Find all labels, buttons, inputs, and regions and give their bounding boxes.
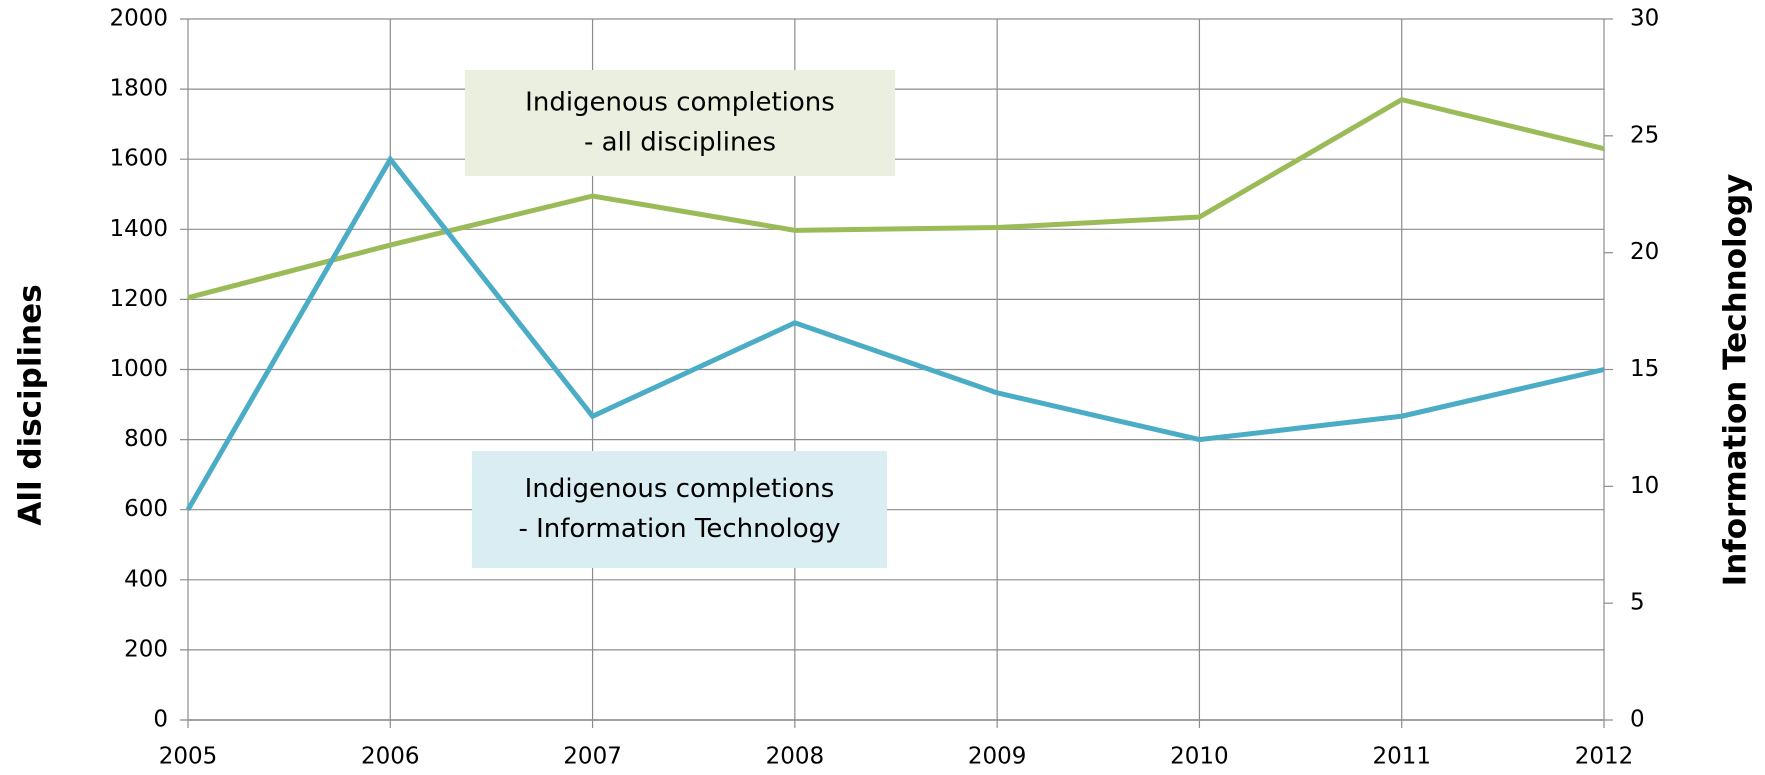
y2-tick-label: 15	[1630, 356, 1659, 382]
y-tick-label: 400	[124, 566, 168, 592]
x-tick-label: 2010	[1170, 744, 1229, 770]
y-tick-label: 200	[124, 636, 168, 662]
y2-tick-label: 20	[1630, 239, 1659, 265]
x-tick-label: 2008	[766, 744, 825, 770]
x-tick-label: 2011	[1372, 744, 1431, 770]
y2-tick-label: 25	[1630, 122, 1659, 148]
series-line	[187, 96, 1605, 301]
y-tick-label: 1000	[109, 356, 168, 382]
y2-tick-label: 5	[1630, 590, 1645, 616]
annotation-text: - all disciplines	[584, 128, 776, 158]
y-tick-label: 600	[124, 496, 168, 522]
annotation-box	[465, 70, 895, 176]
annotation-text: Indigenous completions	[525, 88, 835, 118]
y-tick-label: 0	[153, 707, 168, 733]
y-tick-label: 1400	[109, 216, 168, 242]
annotation-box	[472, 451, 887, 568]
y2-tick-label: 0	[1630, 707, 1645, 733]
x-tick-label: 2005	[159, 744, 218, 770]
y-tick-label: 2000	[109, 6, 168, 32]
y-tick-label: 1200	[109, 286, 168, 312]
y-axis-title: All disciplines	[13, 284, 49, 525]
y2-tick-label: 30	[1630, 6, 1659, 32]
x-tick-label: 2006	[361, 744, 420, 770]
x-tick-label: 2007	[563, 744, 622, 770]
y2-tick-label: 10	[1630, 473, 1659, 499]
x-tick-label: 2009	[968, 744, 1027, 770]
y-tick-label: 1600	[109, 146, 168, 172]
annotation-text: - Information Technology	[518, 514, 840, 544]
annotation-text: Indigenous completions	[525, 474, 835, 504]
y-tick-label: 800	[124, 426, 168, 452]
x-tick-label: 2012	[1575, 744, 1634, 770]
series-line	[185, 154, 1605, 511]
y2-axis-title: Information Technology	[1718, 174, 1754, 587]
y-tick-label: 1800	[109, 76, 168, 102]
